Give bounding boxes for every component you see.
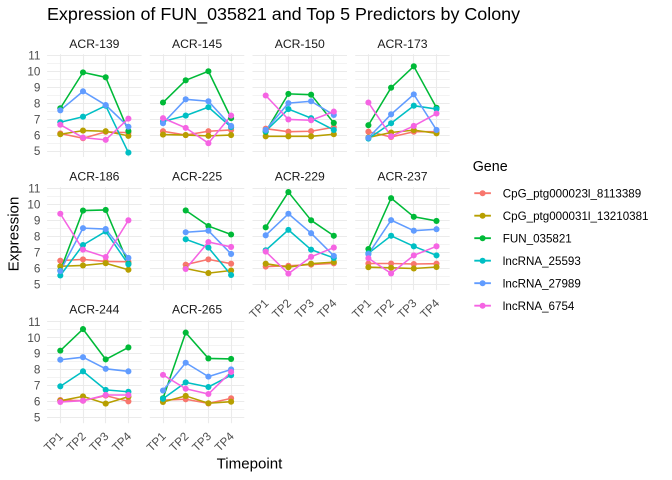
svg-text:Expression: Expression [5,197,22,272]
svg-text:lncRNA_27989: lncRNA_27989 [503,277,581,290]
svg-text:6: 6 [34,262,41,275]
svg-text:CpG_ptg000023l_8113389: CpG_ptg000023l_8113389 [503,187,641,200]
svg-text:CpG_ptg000031l_13210381: CpG_ptg000031l_13210381 [503,210,649,223]
svg-text:Gene: Gene [473,159,508,175]
svg-text:11: 11 [28,50,40,63]
svg-text:lncRNA_6754: lncRNA_6754 [503,300,575,313]
svg-text:6: 6 [34,396,41,409]
svg-text:8: 8 [34,364,41,377]
svg-text:ACR-244: ACR-244 [69,303,119,317]
svg-text:11: 11 [28,316,40,329]
svg-text:9: 9 [34,81,41,94]
svg-text:7: 7 [34,113,41,126]
svg-text:FUN_035821: FUN_035821 [503,232,572,245]
svg-text:ACR-145: ACR-145 [172,37,222,51]
svg-text:ACR-229: ACR-229 [275,170,325,184]
svg-text:10: 10 [27,332,41,345]
svg-text:ACR-237: ACR-237 [377,170,427,184]
svg-text:ACR-150: ACR-150 [275,37,325,51]
svg-text:lncRNA_25593: lncRNA_25593 [503,255,581,268]
svg-text:5: 5 [34,278,41,291]
svg-text:8: 8 [34,230,41,243]
svg-text:6: 6 [34,129,41,142]
svg-text:5: 5 [34,145,41,158]
svg-text:Expression of FUN_035821 and T: Expression of FUN_035821 and Top 5 Predi… [47,4,520,25]
svg-text:8: 8 [34,97,41,110]
svg-text:ACR-186: ACR-186 [69,170,119,184]
svg-text:9: 9 [34,348,41,361]
svg-text:7: 7 [34,380,41,393]
svg-text:ACR-139: ACR-139 [69,37,119,51]
svg-text:ACR-225: ACR-225 [172,170,222,184]
svg-text:10: 10 [27,199,41,212]
svg-text:9: 9 [34,215,41,228]
svg-text:5: 5 [34,412,41,425]
svg-text:ACR-173: ACR-173 [377,37,427,51]
svg-text:Timepoint: Timepoint [217,456,284,473]
svg-text:ACR-265: ACR-265 [172,303,222,317]
svg-text:10: 10 [27,65,41,78]
svg-text:7: 7 [34,246,41,259]
svg-text:11: 11 [28,183,40,196]
